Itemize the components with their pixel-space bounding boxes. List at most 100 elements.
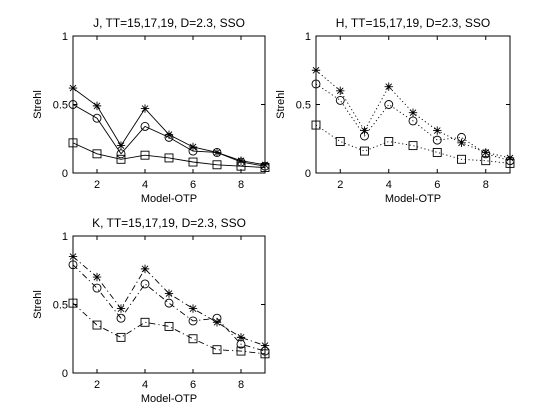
- data-point-circle: [92, 283, 102, 293]
- x-tick-label: 2: [94, 379, 100, 391]
- chart-panel-2: H, TT=15,17,19, D=2.3, SSO 2 4 6 8 0 0.5 1 Model…: [275, 16, 515, 205]
- data-point-circle: [140, 121, 150, 131]
- x-tick-label: 2: [337, 179, 343, 191]
- data-point-circle: [360, 131, 369, 141]
- data-point-star: [116, 141, 126, 150]
- data-point-star: [92, 101, 102, 111]
- y-tick-label: 0.5: [53, 300, 68, 312]
- data-point-circle: [164, 132, 174, 142]
- data-point-star: [140, 104, 150, 113]
- data-point-circle: [68, 260, 78, 270]
- axes-frame: [72, 235, 266, 374]
- data-point-square: [92, 149, 102, 159]
- y-tick-label: 1: [62, 231, 68, 243]
- x-tick-label: 6: [434, 179, 440, 191]
- data-point-star: [164, 289, 174, 298]
- x-tick-label: 8: [238, 179, 244, 191]
- data-point-square: [457, 154, 466, 164]
- x-tick-label: 6: [190, 179, 196, 191]
- data-point-circle: [481, 149, 491, 159]
- data-point-star: [408, 108, 418, 117]
- data-point-square: [408, 141, 418, 151]
- data-point-star: [336, 86, 345, 95]
- data-point-square: [236, 346, 246, 356]
- chart-title: K, TT=15,17,19, D=2.3, SSO: [92, 216, 246, 230]
- data-point-square: [311, 120, 321, 130]
- data-point-star: [260, 341, 270, 350]
- y-tick-label: 1: [62, 31, 68, 43]
- x-tick-label: 4: [142, 179, 148, 191]
- data-point-circle: [140, 279, 150, 289]
- data-point-star: [140, 264, 150, 274]
- y-axis-label: Strehl: [275, 90, 287, 119]
- data-point-star: [68, 83, 78, 93]
- data-point-square: [188, 334, 198, 344]
- axes-frame: [72, 35, 266, 174]
- data-point-square: [164, 153, 174, 163]
- data-point-square: [505, 158, 515, 168]
- data-point-square: [188, 157, 198, 167]
- data-point-square: [481, 156, 491, 166]
- data-point-circle: [457, 132, 466, 142]
- data-point-square: [335, 137, 345, 146]
- data-point-star: [481, 148, 490, 157]
- data-point-circle: [311, 79, 321, 89]
- y-tick-label: 0: [62, 368, 68, 380]
- series-line-square: [72, 302, 266, 355]
- series-line-square: [315, 124, 511, 164]
- y-tick-label: 0: [62, 168, 68, 180]
- data-point-star: [236, 156, 246, 165]
- x-axis-label: Model-OTP: [141, 193, 197, 205]
- x-tick-label: 8: [483, 179, 489, 191]
- data-point-star: [311, 66, 321, 75]
- series-line-circle: [315, 83, 511, 162]
- data-point-square: [164, 321, 174, 331]
- x-tick-label: 6: [190, 379, 196, 391]
- data-point-star: [360, 126, 369, 135]
- data-point-square: [236, 161, 246, 171]
- data-point-square: [140, 150, 150, 160]
- x-tick-label: 2: [94, 179, 100, 191]
- data-point-star: [164, 130, 174, 139]
- chart-panel-3: K, TT=15,17,19, D=2.3, SSO 2 4 6 8 0 0.5 1 Model…: [32, 216, 270, 405]
- x-axis-label: Model-OTP: [141, 393, 197, 405]
- data-point-circle: [384, 100, 394, 109]
- data-point-star: [92, 272, 102, 282]
- data-point-circle: [188, 146, 198, 156]
- data-point-square: [68, 138, 78, 148]
- x-axis-label: Model-OTP: [385, 193, 441, 205]
- series-line-circle: [72, 264, 266, 352]
- y-tick-label: 1: [305, 31, 311, 43]
- data-point-circle: [408, 116, 418, 126]
- data-point-star: [236, 333, 246, 342]
- x-tick-label: 4: [142, 379, 148, 391]
- data-point-square: [212, 345, 222, 355]
- data-point-square: [140, 317, 150, 327]
- data-point-square: [116, 332, 126, 342]
- data-point-square: [212, 160, 222, 170]
- data-point-circle: [236, 339, 246, 349]
- data-point-circle: [335, 95, 345, 105]
- data-point-square: [360, 146, 369, 156]
- data-point-star: [116, 304, 126, 313]
- series-line-star: [72, 256, 266, 347]
- data-point-square: [432, 147, 442, 157]
- data-point-star: [188, 304, 198, 313]
- data-point-circle: [92, 113, 102, 123]
- data-point-square: [92, 320, 102, 330]
- data-point-circle: [212, 313, 222, 323]
- data-point-circle: [116, 313, 126, 323]
- x-tick-label: 4: [386, 179, 392, 191]
- chart-title: H, TT=15,17,19, D=2.3, SSO: [336, 16, 491, 30]
- y-tick-label: 0: [305, 168, 311, 180]
- data-point-circle: [432, 135, 442, 145]
- y-tick-label: 0.5: [296, 100, 311, 112]
- data-point-star: [260, 160, 270, 169]
- series-line-circle: [72, 104, 266, 167]
- data-point-square: [116, 154, 126, 164]
- x-tick-label: 8: [238, 379, 244, 391]
- data-point-star: [68, 252, 78, 261]
- series-line-star: [72, 87, 266, 166]
- data-point-circle: [116, 149, 126, 159]
- data-point-star: [457, 138, 466, 148]
